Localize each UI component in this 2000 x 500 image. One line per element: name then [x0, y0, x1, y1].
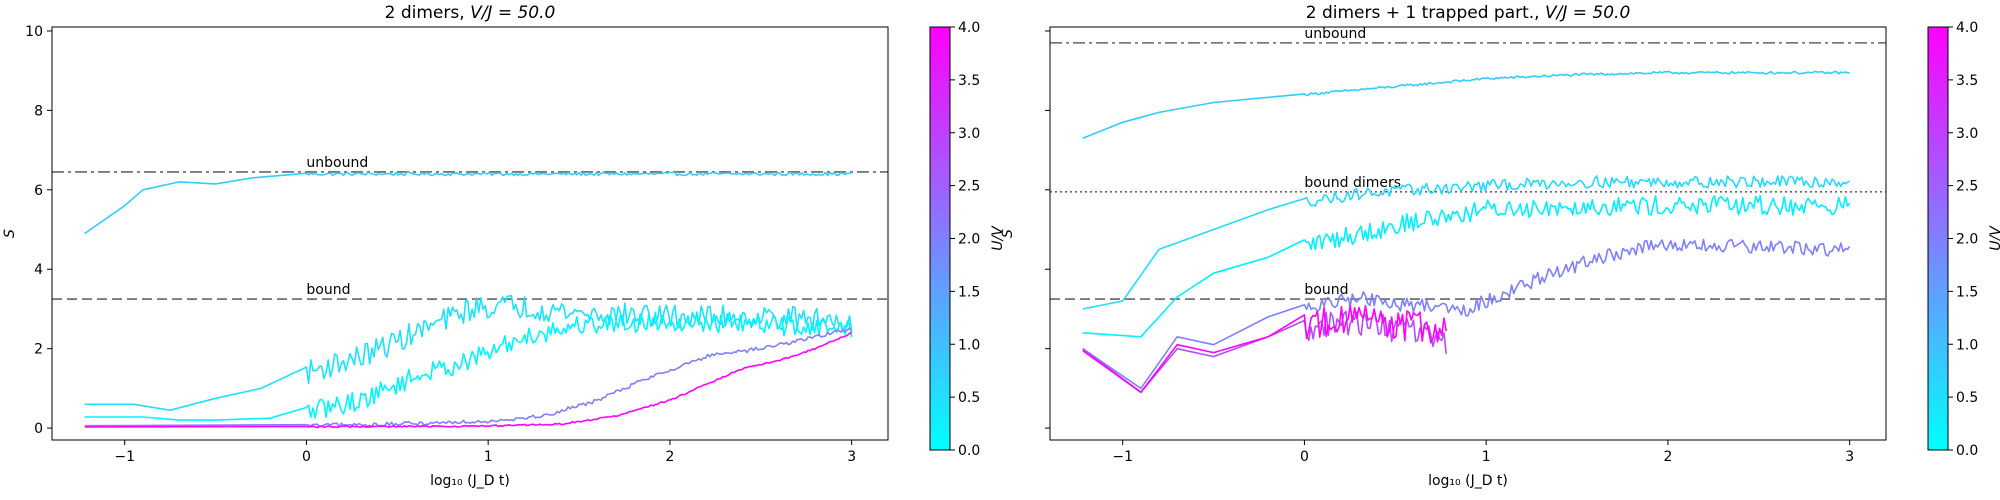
- chart-left: unbound bound −1 0 1 2 3 0 2 4 6 8 10 2 dimers, V/J =…: [2, 3, 889, 489]
- x-tick-label: 2: [665, 449, 674, 465]
- x-axis-label: log₁₀ (J_D t): [430, 473, 510, 489]
- series-line-U-0.7: [1082, 175, 1851, 310]
- y-tick-label: 4: [34, 262, 43, 278]
- reference-label-unbound: unbound: [306, 155, 368, 171]
- y-tick-label: 2: [34, 342, 43, 358]
- series-line-U-3.5: [1082, 304, 1447, 394]
- colorbar-tick-label: 3.5: [1956, 73, 1978, 89]
- reference-label-bound: bound: [1304, 282, 1348, 298]
- colorbar-tick-label: 0.0: [958, 443, 980, 459]
- colorbar-tick-label: 2.5: [1956, 179, 1978, 195]
- colorbar-tick-label: 0.0: [1956, 443, 1978, 459]
- x-tick-label: 3: [1845, 449, 1854, 465]
- x-tick-label: 2: [1663, 449, 1672, 465]
- x-tick-label: 0: [302, 449, 311, 465]
- colorbar-tick-label: 4.0: [1956, 20, 1978, 36]
- colorbar-tick-label: 0.5: [958, 390, 980, 406]
- series-line-U-0.2: [84, 311, 853, 421]
- colorbar-tick-label: 0.5: [1956, 390, 1978, 406]
- x-axis-label: log₁₀ (J_D t): [1428, 473, 1508, 489]
- colorbar-left: 0.0 0.5 1.0 1.5 2.0 2.5 3.0 3.5 4.0 U/V: [929, 20, 1006, 459]
- x-tick-label: 1: [1482, 449, 1491, 465]
- x-tick-label: 1: [484, 449, 493, 465]
- colorbar-gradient: [929, 26, 951, 451]
- colorbar-tick-label: 2.5: [958, 179, 980, 195]
- colorbar-tick-label: 4.0: [958, 20, 980, 36]
- colorbar-gradient: [1927, 26, 1949, 451]
- colorbar-tick-label: 1.0: [958, 337, 980, 353]
- colorbar-tick-label: 1.5: [958, 284, 980, 300]
- y-axis-label: S: [1000, 229, 1016, 238]
- colorbar-tick-label: 2.0: [1956, 232, 1978, 248]
- series-line-U-2: [84, 327, 853, 428]
- colorbar-tick-label: 2.0: [958, 232, 980, 248]
- y-tick-label: 6: [34, 183, 43, 199]
- colorbar-tick-label: 3.0: [958, 126, 980, 142]
- y-axis-label: S: [2, 229, 18, 238]
- y-tick-label: 8: [34, 103, 43, 119]
- y-tick-label: 10: [25, 24, 43, 40]
- series-line-U-2: [1082, 238, 1851, 390]
- series-line-U-0.3: [1082, 195, 1851, 338]
- reference-label-unbound: unbound: [1304, 26, 1366, 42]
- series-line-U-0.5: [84, 294, 853, 411]
- series-line-U-1: [84, 171, 852, 235]
- x-tick-label: −1: [114, 449, 135, 465]
- y-tick-label: 0: [34, 421, 43, 437]
- colorbar-label: U/V: [990, 225, 1006, 251]
- x-tick-label: 3: [847, 449, 856, 465]
- reference-label-bound-dimers: bound dimers: [1304, 175, 1401, 191]
- chart-title: 2 dimers + 1 trapped part., V/J = 50.0: [1306, 3, 1631, 23]
- colorbar-tick-label: 3.5: [958, 73, 980, 89]
- x-tick-label: −1: [1112, 449, 1133, 465]
- colorbar-label: U/V: [1988, 225, 2000, 251]
- colorbar-right: 0.0 0.5 1.0 1.5 2.0 2.5 3.0 3.5 4.0 U/V: [1927, 20, 2000, 459]
- colorbar-tick-label: 3.0: [1956, 126, 1978, 142]
- colorbar-tick-label: 1.0: [1956, 337, 1978, 353]
- chart-title: 2 dimers, V/J = 50.0: [385, 3, 556, 23]
- reference-label-bound: bound: [306, 282, 350, 298]
- x-tick-label: 0: [1300, 449, 1309, 465]
- series-line-U-1: [1082, 70, 1850, 139]
- plot-frame: [51, 26, 889, 441]
- series-line-U-3.5: [84, 332, 852, 429]
- plot-frame: [1049, 26, 1887, 441]
- colorbar-tick-label: 1.5: [1956, 284, 1978, 300]
- chart-right: unbound bound dimers bound −1 0 1 2 3 2 dimers +…: [1000, 3, 1887, 489]
